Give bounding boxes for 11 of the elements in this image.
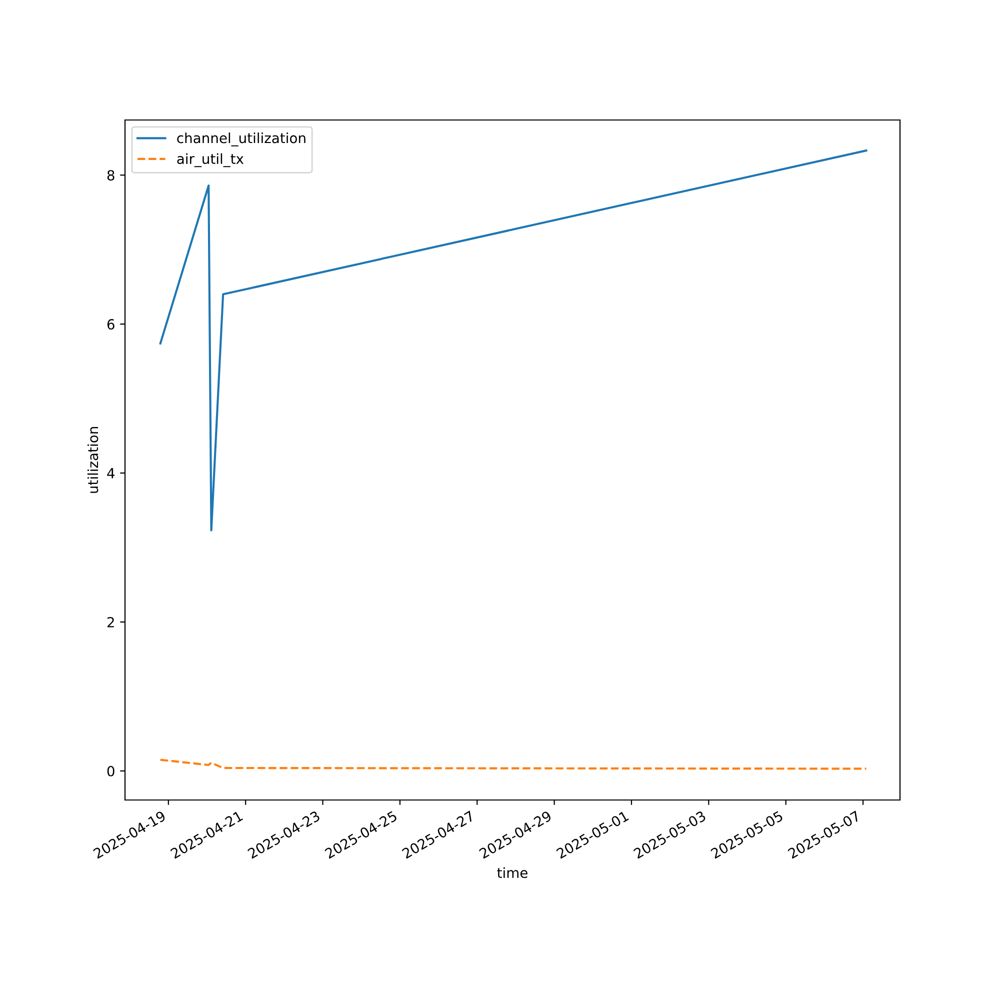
- line-series: [159, 149, 868, 532]
- legend-label: channel_utilization: [177, 132, 306, 146]
- y-tick-label: 0: [107, 766, 114, 776]
- y-axis-title: utilization: [87, 427, 98, 493]
- y-tick-label: 6: [107, 319, 114, 330]
- line-series: [159, 758, 868, 770]
- y-tick-label: 2: [107, 616, 114, 628]
- legend-label: air_util_tx: [177, 153, 244, 168]
- x-axis-title: time: [497, 867, 528, 878]
- y-tick-label: 4: [107, 468, 114, 478]
- y-tick-label: 8: [107, 170, 114, 181]
